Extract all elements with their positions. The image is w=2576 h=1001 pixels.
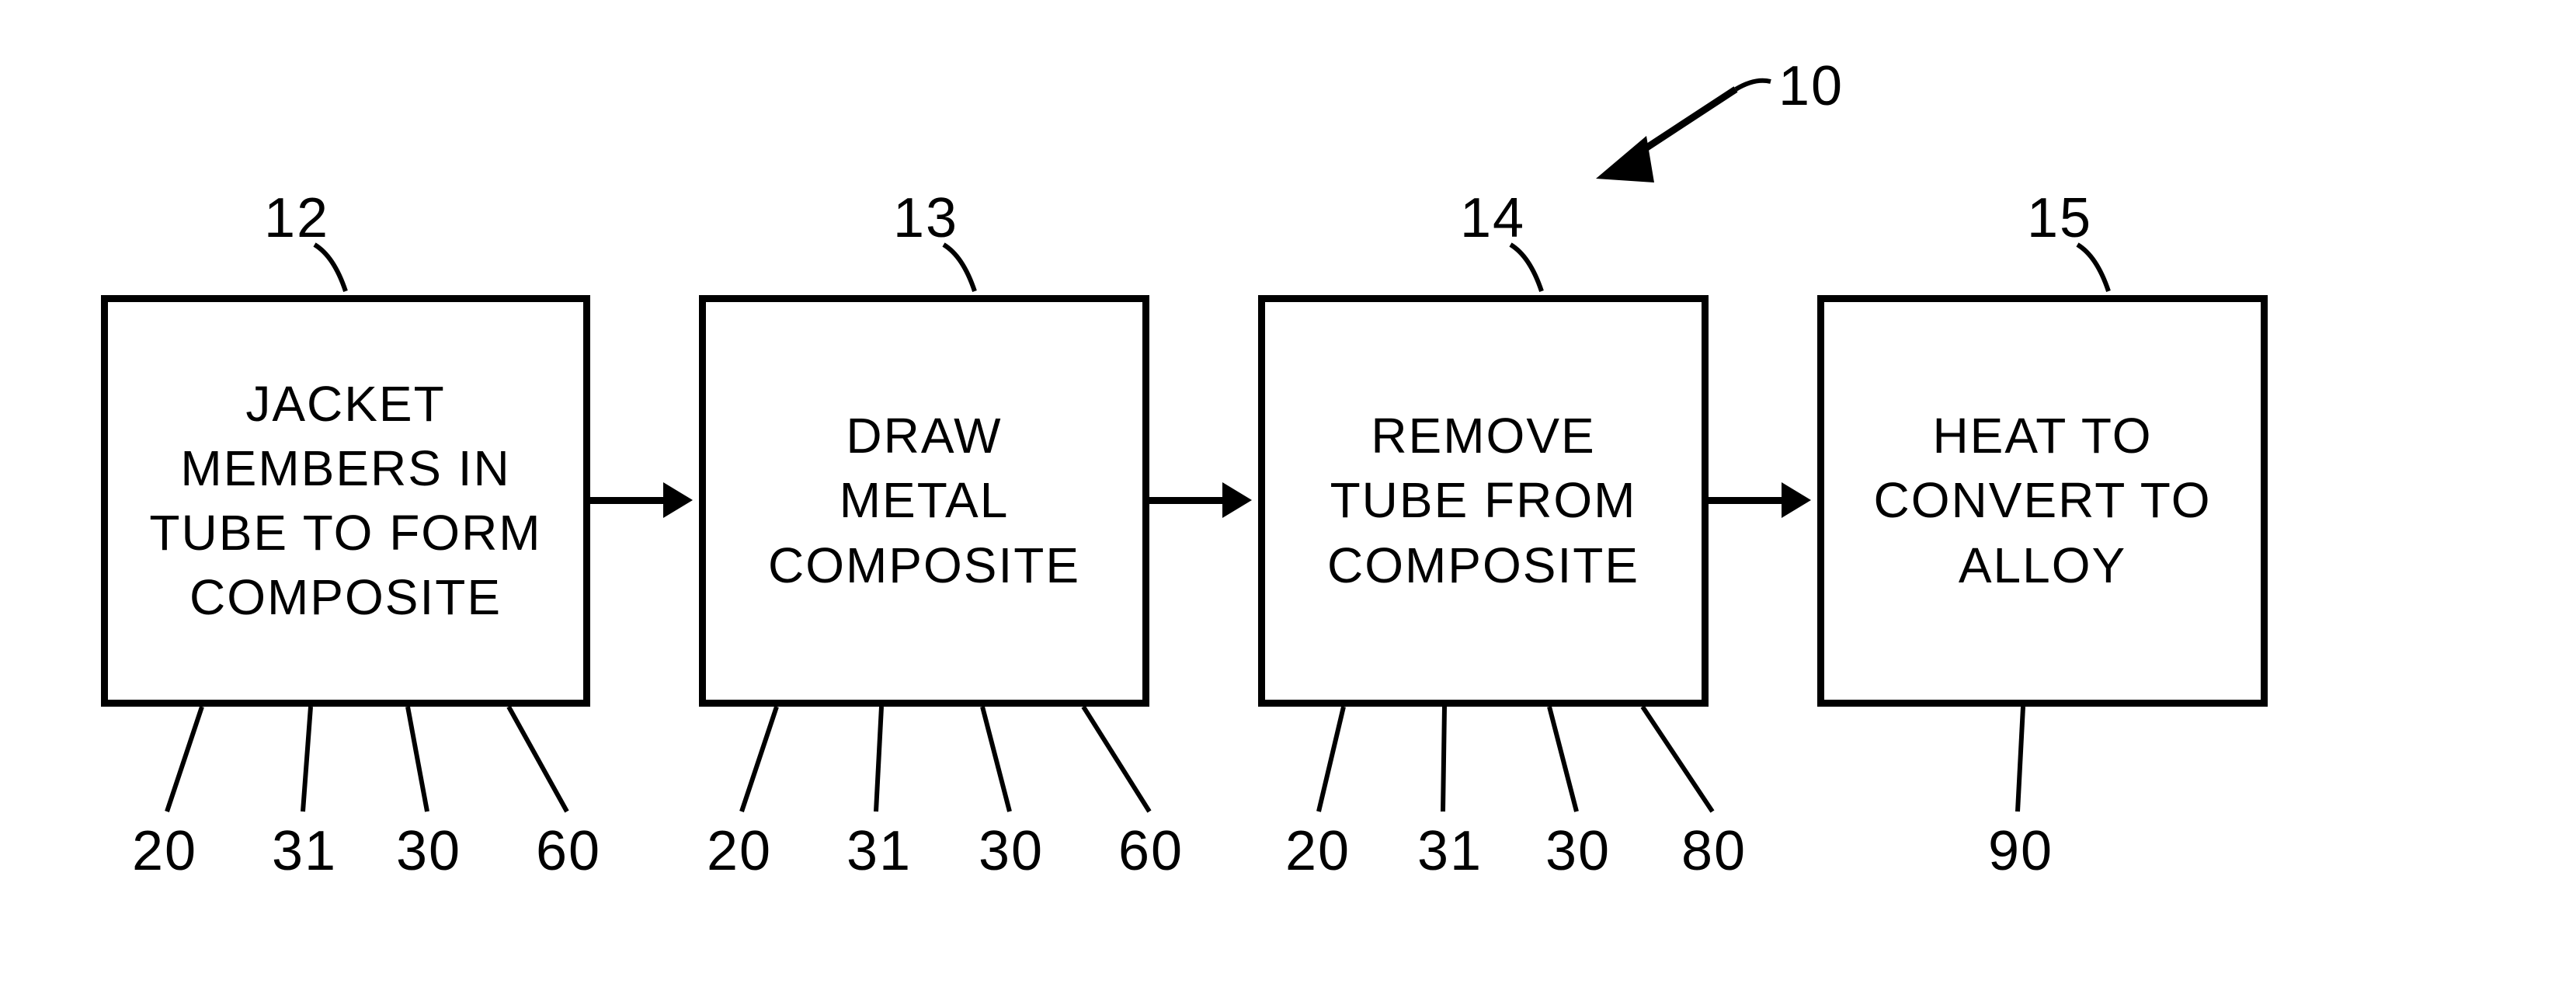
box2-sublabel-4: 60 bbox=[1118, 819, 1184, 883]
box1-lead bbox=[311, 241, 373, 303]
pointer-arrow bbox=[1553, 62, 1786, 202]
box1-text: JACKET MEMBERS IN TUBE TO FORM COMPOSITE bbox=[149, 372, 541, 631]
box2-bottom-leads bbox=[699, 707, 1243, 815]
box3-text: REMOVE TUBE FROM COMPOSITE bbox=[1327, 404, 1639, 598]
box2-lead bbox=[940, 241, 1002, 303]
box3-lead bbox=[1507, 241, 1569, 303]
process-box-2: DRAW METAL COMPOSITE bbox=[699, 295, 1149, 707]
process-box-4: HEAT TO CONVERT TO ALLOY bbox=[1817, 295, 2268, 707]
box2-sublabel-2: 31 bbox=[846, 819, 912, 883]
box4-lead bbox=[2074, 241, 2136, 303]
flowchart-diagram: 10 12 JACKET MEMBERS IN TUBE TO FORM COM… bbox=[0, 0, 2576, 1001]
arrow-1 bbox=[590, 497, 668, 504]
box2-text: DRAW METAL COMPOSITE bbox=[768, 404, 1080, 598]
box3-bottom-leads bbox=[1258, 707, 1802, 815]
box2-sublabel-3: 30 bbox=[979, 819, 1044, 883]
box1-sublabel-1: 20 bbox=[132, 819, 197, 883]
arrow-3 bbox=[1709, 497, 1786, 504]
box4-sublabel-1: 90 bbox=[1988, 819, 2053, 883]
arrow-2 bbox=[1149, 497, 1227, 504]
box4-text: HEAT TO CONVERT TO ALLOY bbox=[1874, 404, 2212, 598]
box3-sublabel-1: 20 bbox=[1285, 819, 1351, 883]
box2-sublabel-1: 20 bbox=[707, 819, 772, 883]
process-box-1: JACKET MEMBERS IN TUBE TO FORM COMPOSITE bbox=[101, 295, 590, 707]
box1-bottom-leads bbox=[101, 707, 645, 815]
box3-sublabel-3: 30 bbox=[1545, 819, 1611, 883]
box1-sublabel-4: 60 bbox=[536, 819, 601, 883]
process-box-3: REMOVE TUBE FROM COMPOSITE bbox=[1258, 295, 1709, 707]
box4-bottom-leads bbox=[1817, 707, 2361, 815]
box1-sublabel-3: 30 bbox=[396, 819, 461, 883]
diagram-label: 10 bbox=[1778, 54, 1844, 118]
box1-sublabel-2: 31 bbox=[272, 819, 337, 883]
box3-sublabel-2: 31 bbox=[1417, 819, 1483, 883]
box3-sublabel-4: 80 bbox=[1681, 819, 1747, 883]
